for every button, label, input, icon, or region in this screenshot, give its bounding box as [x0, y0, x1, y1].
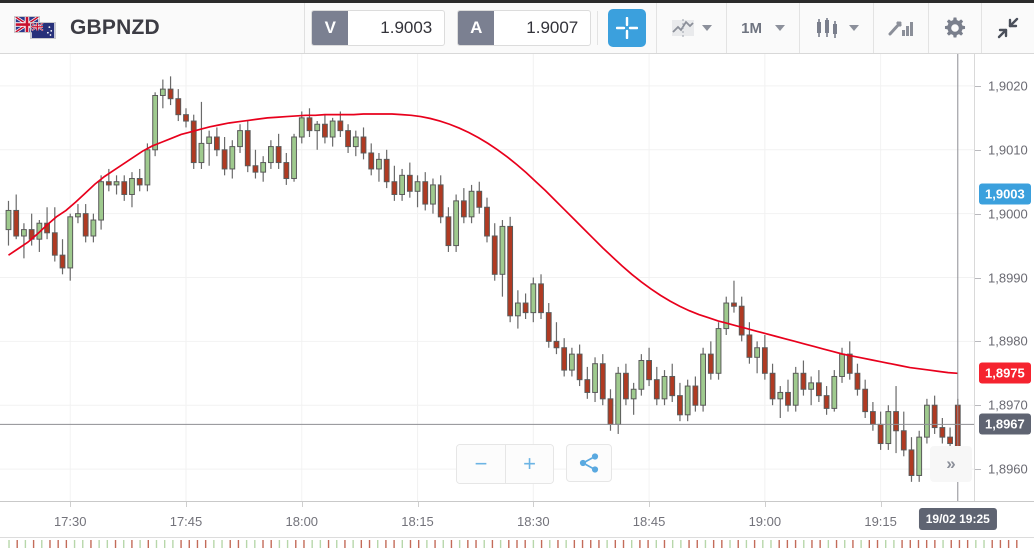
chevron-down-icon — [849, 25, 859, 31]
time-tick — [417, 502, 419, 507]
price-axis-label: 1,9020 — [988, 78, 1028, 94]
nz-flag-icon — [30, 22, 56, 39]
chart-type-icon — [672, 19, 695, 37]
gear-icon — [944, 17, 966, 38]
price-axis-label: 1,9010 — [988, 142, 1028, 158]
chart-toolbar: GBPNZD V 1.9003 A 1.9007 — [0, 3, 1034, 54]
share-icon — [579, 453, 599, 473]
zoom-in-button[interactable]: + — [505, 445, 553, 483]
price-axis-label: 1,8990 — [988, 270, 1028, 285]
time-axis-label: 18:30 — [517, 514, 550, 529]
timeframe-button[interactable]: 1M — [727, 3, 800, 53]
price-plot[interactable] — [0, 54, 974, 501]
overview-mini-chart — [8, 540, 1018, 548]
candle-style-button[interactable] — [800, 3, 874, 53]
window-top-bar — [0, 0, 1034, 3]
price-tick — [975, 341, 981, 343]
time-axis-label: 18:00 — [285, 514, 319, 529]
price-badge-last: 1,8967 — [979, 413, 1031, 435]
time-tick — [764, 502, 766, 507]
collapse-button[interactable] — [982, 3, 1034, 53]
price-axis[interactable]: 1,9020 1,9010 1,9000 1,8990 1,8980 1,8970 1,89… — [974, 54, 1034, 501]
time-axis-label: 19:15 — [864, 514, 897, 529]
price-axis-label: 1,9000 — [988, 206, 1028, 222]
bid-quote: V 1.9003 — [305, 3, 451, 53]
crosshair-icon — [616, 17, 639, 39]
price-axis-label: 1,8960 — [988, 461, 1028, 477]
price-tick — [975, 213, 981, 215]
symbol-name: GBPNZD — [70, 16, 160, 39]
price-tick — [975, 469, 981, 471]
bid-price: 1.9003 — [380, 18, 433, 37]
settings-button[interactable] — [929, 3, 982, 53]
chart-type-button[interactable] — [656, 3, 728, 53]
price-tick — [975, 149, 981, 151]
time-tick — [880, 502, 882, 507]
time-axis-label: 17:45 — [169, 514, 203, 529]
time-tick — [186, 502, 187, 507]
time-tick — [70, 502, 72, 507]
time-axis-label: 18:15 — [401, 514, 434, 529]
time-tick — [301, 502, 303, 507]
share-button[interactable] — [566, 444, 612, 482]
currency-pair-flags — [14, 15, 56, 41]
zoom-out-button[interactable]: − — [457, 445, 505, 483]
price-tick — [975, 405, 981, 407]
ask-tag: A — [458, 11, 495, 45]
time-axis-label: 19:00 — [748, 514, 782, 529]
time-tick — [533, 502, 535, 507]
collapse-icon — [997, 17, 1019, 39]
chevron-down-icon — [775, 25, 785, 31]
chart-container[interactable]: 1,9020 1,9010 1,9000 1,8990 1,8980 1,8970 1,89… — [0, 54, 1034, 501]
time-axis-label: 18:45 — [632, 514, 666, 529]
crosshair-tool-button[interactable] — [608, 9, 647, 47]
price-axis-label: 1,8980 — [988, 333, 1028, 349]
scroll-to-latest-button[interactable]: » — [930, 446, 972, 482]
bid-tag: V — [312, 11, 349, 45]
symbol-selector[interactable]: GBPNZD — [0, 3, 306, 53]
time-axis-label: 17:30 — [53, 514, 87, 529]
indicators-icon — [888, 21, 913, 36]
time-tick — [649, 502, 651, 507]
ask-price: 1.9007 — [526, 18, 579, 37]
price-tick — [975, 277, 981, 279]
price-tick — [975, 85, 981, 87]
ask-quote: A 1.9007 — [451, 3, 597, 53]
price-badge-ma: 1,8975 — [979, 362, 1031, 384]
price-axis-label: 1,8970 — [988, 397, 1028, 413]
candlestick-svg — [0, 54, 974, 501]
crosshair-time-tooltip: 19/02 19:25 — [918, 508, 997, 530]
bottom-overview-strip[interactable] — [0, 537, 1034, 559]
toolbar-divider — [597, 11, 599, 45]
indicators-button[interactable] — [874, 3, 929, 53]
time-axis[interactable]: 17:30 17:45 18:00 18:15 18:30 18:45 19:00 19:15… — [0, 501, 1034, 537]
price-badge-bid: 1,9003 — [979, 183, 1031, 205]
chevron-down-icon — [702, 25, 713, 31]
candlestick-icon — [817, 18, 837, 38]
zoom-controls: − + — [456, 444, 554, 484]
timeframe-label: 1M — [741, 19, 762, 37]
